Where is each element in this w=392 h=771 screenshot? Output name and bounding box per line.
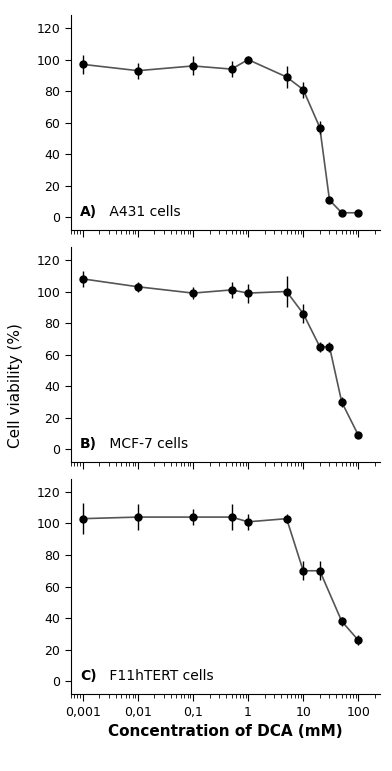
Text: C): C) (80, 669, 96, 683)
Text: A): A) (80, 205, 97, 220)
Text: Cell viability (%): Cell viability (%) (8, 323, 23, 448)
Text: MCF-7 cells: MCF-7 cells (105, 437, 188, 451)
Text: B): B) (80, 437, 97, 451)
Text: F11hTERT cells: F11hTERT cells (105, 669, 213, 683)
X-axis label: Concentration of DCA (mM): Concentration of DCA (mM) (108, 724, 343, 739)
Text: A431 cells: A431 cells (105, 205, 180, 220)
